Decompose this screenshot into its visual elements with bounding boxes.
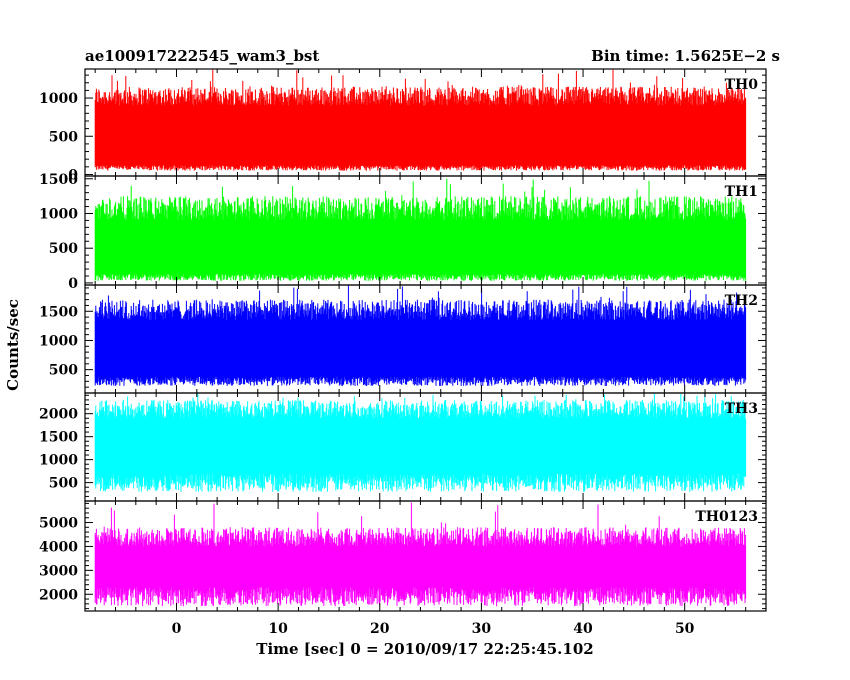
chart-title: ae100917222545_wam3_bst: [85, 47, 319, 65]
x-tick-label: 40: [573, 621, 593, 637]
x-tick-label: 50: [675, 621, 695, 637]
y-tick-label-th0: 0: [68, 167, 78, 183]
trace-th0123: [94, 502, 747, 607]
panel-label-th0123: TH0123: [695, 509, 758, 525]
x-tick-label: 30: [472, 621, 492, 637]
y-tick-label-th0123: 3000: [39, 563, 78, 579]
panel-label-th0: TH0: [725, 77, 759, 93]
y-tick-label-th3: 1000: [39, 453, 78, 469]
y-tick-label-th2: 1000: [39, 333, 78, 349]
trace-th0: [94, 69, 747, 171]
y-tick-label-th0123: 5000: [39, 516, 78, 532]
trace-th2: [94, 285, 747, 386]
x-tick-label: 0: [172, 621, 182, 637]
y-tick-label-th1: 0: [68, 276, 78, 292]
y-axis-label: Counts/sec: [4, 299, 22, 391]
x-tick-label: 20: [370, 621, 390, 637]
trace-th3: [94, 393, 747, 492]
panel-label-th2: TH2: [725, 293, 758, 309]
x-axis-label: Time [sec] 0 = 2010/09/17 22:25:45.102: [256, 640, 593, 658]
panel-label-th1: TH1: [725, 184, 758, 200]
y-tick-label-th0123: 2000: [39, 587, 78, 603]
y-tick-label-th0123: 4000: [39, 539, 78, 555]
bin-time-label: Bin time: 1.5625E−2 s: [591, 47, 780, 65]
y-tick-label-th2: 500: [49, 363, 78, 379]
panels-group: 05001000TH0050010001500TH150010001500TH2…: [39, 68, 767, 637]
y-tick-label-th1: 500: [49, 241, 78, 257]
y-tick-label-th1: 1000: [39, 206, 78, 222]
panel-label-th3: TH3: [725, 401, 758, 417]
y-tick-label-th1: 1500: [39, 172, 78, 188]
y-tick-label-th3: 1500: [39, 430, 78, 446]
y-tick-label-th2: 1500: [39, 304, 78, 320]
x-tick-label: 10: [268, 621, 288, 637]
y-tick-label-th0: 500: [49, 129, 78, 145]
y-tick-label-th3: 500: [49, 476, 78, 492]
trace-th1: [94, 178, 747, 281]
y-tick-label-th0: 1000: [39, 91, 78, 107]
y-tick-label-th3: 2000: [39, 407, 78, 423]
